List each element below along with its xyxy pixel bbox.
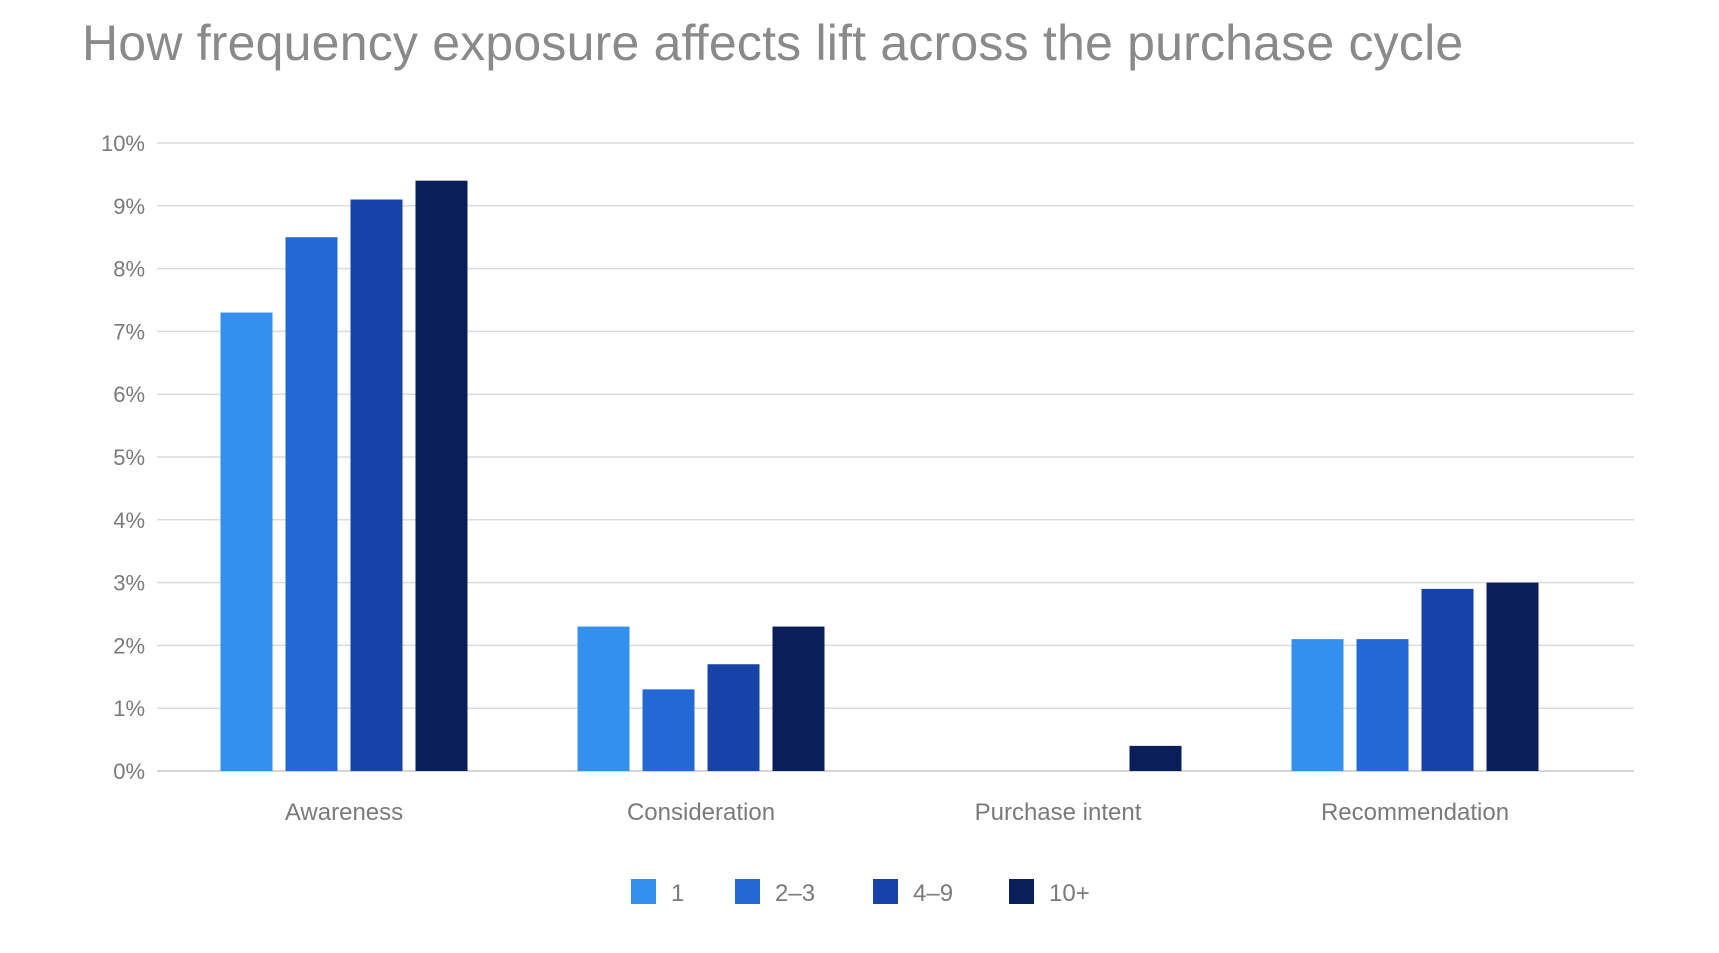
x-category-label: Recommendation [1321,799,1509,826]
y-tick-label: 5% [113,445,145,470]
bar-recommendation-10+[interactable] [1486,582,1539,771]
y-axis-ticks: 0% 1% 2% 3% 4% 5% 6% 7% 8% 9% 10% [101,131,145,784]
y-tick-label: 8% [113,257,145,282]
legend-item[interactable]: 2–3 [735,879,815,907]
y-tick-label: 3% [113,571,145,596]
y-tick-label: 10% [101,131,145,156]
bar-awareness-2–3[interactable] [285,237,338,771]
y-tick-label: 6% [113,382,145,407]
legend-label: 4–9 [913,880,953,907]
y-tick-label: 7% [113,319,145,344]
bar-consideration-4–9[interactable] [707,664,760,771]
legend-label: 2–3 [775,880,815,907]
legend-swatch [631,879,656,904]
bar-recommendation-4–9[interactable] [1421,588,1474,771]
legend[interactable]: 1 2–3 4–9 10+ [631,879,1090,907]
bar-purchase-intent-10+[interactable] [1129,745,1182,771]
gridlines [157,142,1634,772]
legend-label: 1 [671,880,684,907]
y-tick-label: 1% [113,696,145,721]
y-tick-label: 0% [113,759,145,784]
chart-title: How frequency exposure affects lift acro… [82,15,1464,71]
x-axis-category-labels: Awareness Consideration Purchase intent Rec… [285,799,1509,826]
legend-item[interactable]: 4–9 [873,879,953,907]
bar-recommendation-2–3[interactable] [1356,639,1409,771]
bar-awareness-4–9[interactable] [350,199,403,771]
legend-item[interactable]: 1 [631,879,684,907]
y-tick-label: 4% [113,508,145,533]
x-category-label: Awareness [285,799,403,826]
legend-swatch [873,879,898,904]
bar-consideration-2–3[interactable] [642,689,695,771]
legend-swatch [735,879,760,904]
bar-awareness-1[interactable] [220,312,273,771]
bar-consideration-10+[interactable] [772,626,825,771]
y-tick-label: 9% [113,194,145,219]
bars [220,180,1539,771]
legend-label: 10+ [1049,880,1090,907]
x-category-label: Consideration [627,799,775,826]
legend-swatch [1009,879,1034,904]
legend-item[interactable]: 10+ [1009,879,1090,907]
y-tick-label: 2% [113,633,145,658]
bar-consideration-1[interactable] [577,626,630,771]
bar-recommendation-1[interactable] [1291,639,1344,771]
x-category-label: Purchase intent [975,799,1142,826]
bar-awareness-10+[interactable] [415,180,468,771]
